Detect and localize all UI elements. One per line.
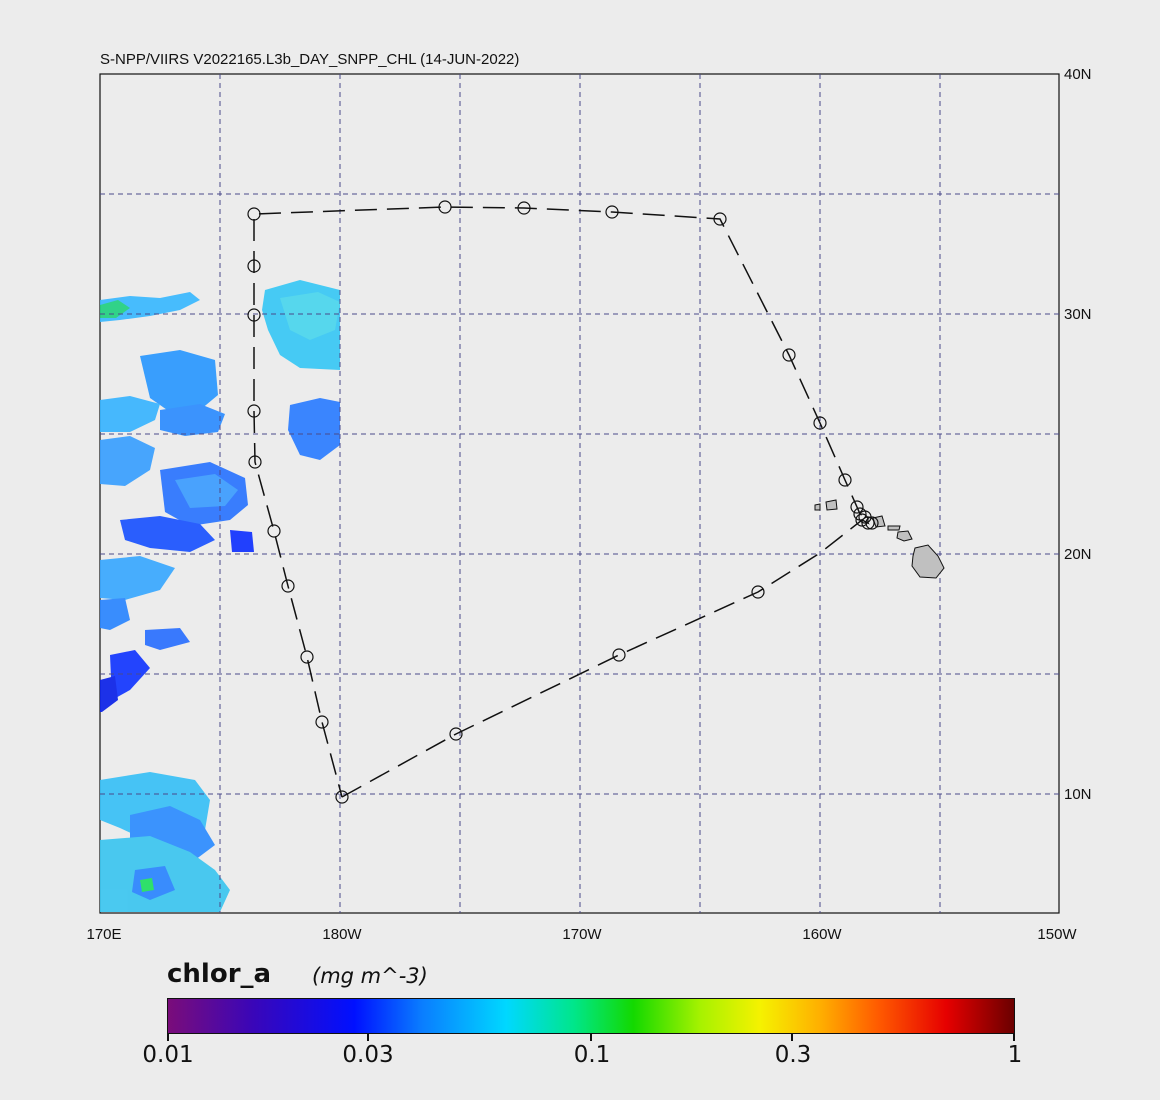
station-marker	[782, 348, 796, 362]
colorbar-label-003: 0.03	[342, 1042, 394, 1068]
colorbar-label-001: 0.01	[142, 1042, 194, 1068]
station-marker	[612, 648, 626, 662]
chl-patch	[140, 878, 154, 892]
lon-label-160w: 160W	[802, 926, 842, 943]
chl-patch	[100, 396, 160, 432]
chl-patch	[145, 628, 190, 650]
station-marker	[517, 201, 531, 215]
colorbar-tick	[791, 1034, 793, 1041]
colorbar-label-01: 0.1	[573, 1042, 611, 1068]
station-marker	[751, 585, 765, 599]
station-marker	[247, 207, 261, 221]
station-marker	[861, 516, 875, 530]
cruise-track	[247, 200, 879, 804]
chl-patch	[100, 436, 155, 486]
lat-label-30n: 30N	[1064, 306, 1092, 323]
island-niihau	[814, 503, 821, 511]
hawaiian-islands	[814, 499, 945, 579]
colorbar-tick	[367, 1034, 369, 1041]
chlorophyll-data-layer	[100, 280, 340, 912]
colorbar-tick	[590, 1034, 592, 1041]
chl-patch	[140, 350, 218, 412]
station-marker	[247, 404, 261, 418]
chl-patch	[160, 404, 225, 436]
station-marker	[300, 650, 314, 664]
track-stations	[247, 200, 879, 804]
track-line	[253, 206, 870, 798]
map-title: S-NPP/VIIRS V2022165.L3b_DAY_SNPP_CHL (1…	[100, 51, 520, 68]
chl-patch	[175, 474, 238, 508]
lon-label-170w: 170W	[562, 926, 602, 943]
chl-patch	[100, 676, 118, 712]
colorbar-variable: chlor_a	[167, 959, 272, 989]
island-kauai	[825, 499, 838, 511]
station-marker	[850, 500, 864, 514]
station-marker	[449, 727, 463, 741]
station-marker	[865, 516, 879, 530]
station-marker	[247, 308, 261, 322]
colorbar-tick	[167, 1034, 169, 1041]
chl-patch	[100, 292, 200, 322]
station-marker	[248, 455, 262, 469]
chl-patch	[230, 530, 254, 552]
lat-label-40n: 40N	[1064, 66, 1092, 83]
station-marker	[267, 524, 281, 538]
chl-patch	[120, 516, 215, 552]
station-marker	[813, 416, 827, 430]
lat-label-10n: 10N	[1064, 786, 1092, 803]
lat-label-20n: 20N	[1064, 546, 1092, 563]
lon-label-180w: 180W	[322, 926, 362, 943]
station-marker	[838, 473, 852, 487]
station-marker	[315, 715, 329, 729]
station-marker	[247, 259, 261, 273]
colorbar-units: (mg m^-3)	[312, 964, 428, 988]
station-marker	[605, 205, 619, 219]
island-maui	[896, 530, 913, 542]
lon-label-170e: 170E	[86, 926, 122, 943]
colorbar-label-03: 0.3	[774, 1042, 812, 1068]
chl-patch	[110, 650, 150, 700]
station-marker	[713, 212, 727, 226]
colorbar-tick	[1013, 1034, 1015, 1041]
station-marker	[855, 513, 869, 527]
chl-patch	[280, 292, 340, 340]
station-marker	[853, 507, 867, 521]
chl-patch	[288, 398, 340, 460]
chl-patch	[100, 598, 130, 630]
station-marker	[335, 790, 349, 804]
colorbar	[167, 998, 1015, 1034]
station-marker	[438, 200, 452, 214]
island-big-island	[911, 544, 945, 579]
chl-patch	[100, 556, 175, 600]
station-marker	[281, 579, 295, 593]
lon-label-150w: 150W	[1037, 926, 1077, 943]
chl-patch	[100, 300, 130, 318]
island-molokai	[887, 525, 901, 531]
colorbar-label-1: 1	[1007, 1042, 1023, 1068]
